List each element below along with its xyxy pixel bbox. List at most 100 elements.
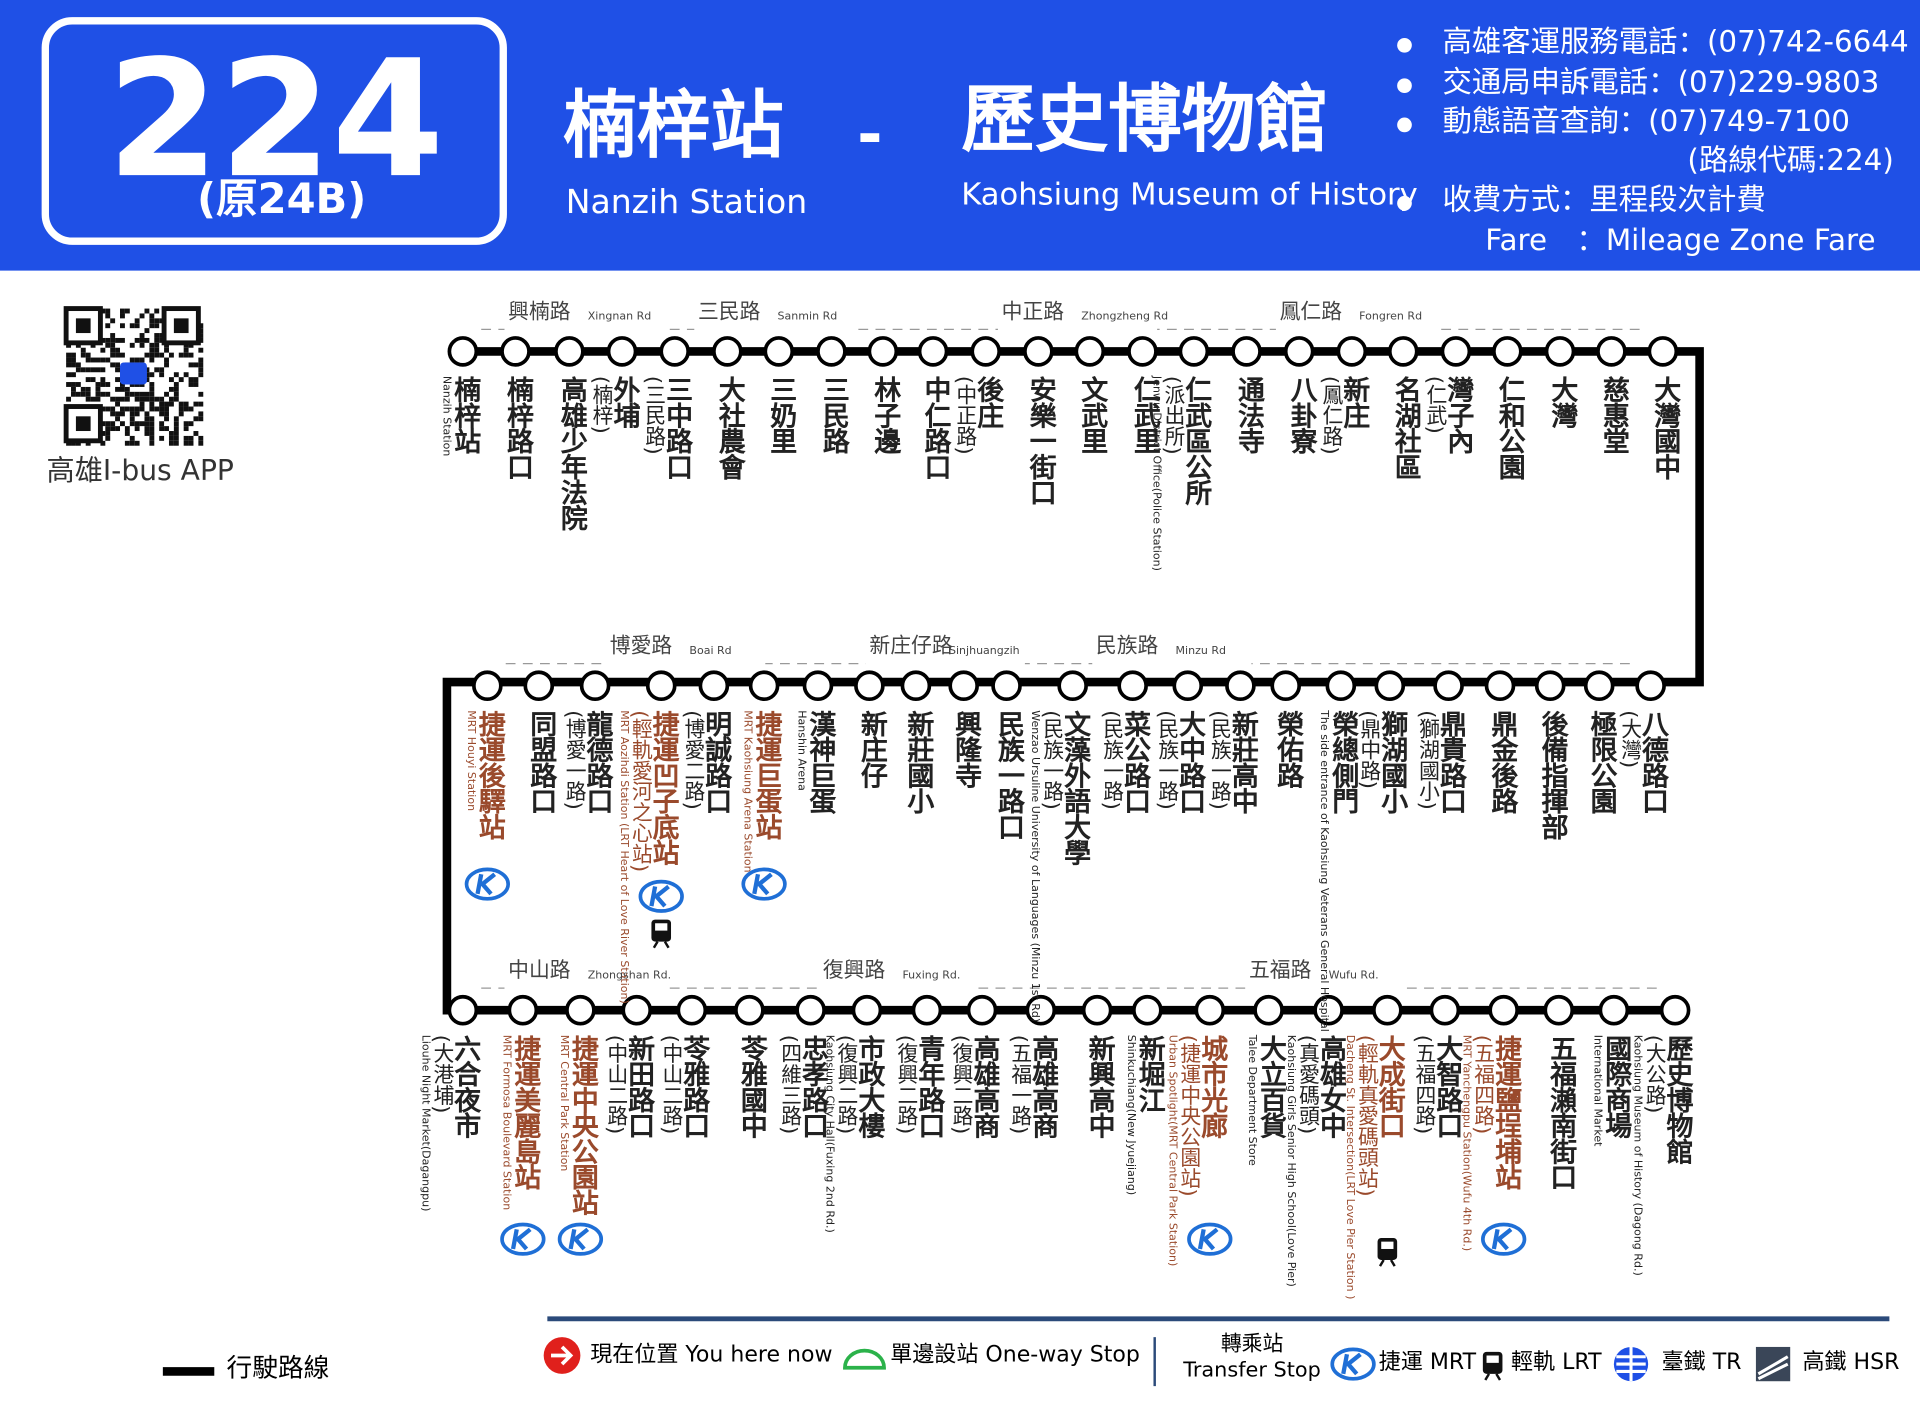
qr-cell xyxy=(80,352,86,358)
qr-cell xyxy=(198,367,204,373)
stop-sub: (大公路) xyxy=(1640,1034,1666,1114)
qr-cell xyxy=(198,401,204,407)
qr-cell xyxy=(124,440,130,446)
qr-cell xyxy=(139,337,145,343)
from-en: Nanzih Station xyxy=(565,183,808,222)
stop xyxy=(1534,670,1566,702)
stop xyxy=(763,336,795,367)
stop xyxy=(1025,994,1057,1026)
mrt-k xyxy=(1197,1227,1219,1251)
qr-cell xyxy=(159,372,165,378)
road-bg xyxy=(997,307,1158,335)
stop-name: 大智路口 xyxy=(1431,1034,1463,1138)
mrt-k xyxy=(752,872,773,896)
stop-sub: (民族一路) xyxy=(1098,710,1123,810)
stop-en: Talee Department Store xyxy=(1245,1034,1258,1166)
qr-cell xyxy=(120,386,125,392)
stop xyxy=(1372,994,1403,1026)
stop-label: 大立百貨 Talee Department Store xyxy=(1243,1034,1285,1166)
stop-en: Dacheng St. Intersection(LRT Love Pier S… xyxy=(1343,1034,1356,1300)
stop-label: 新田路口 (中山二路) xyxy=(602,1035,653,1138)
stop-en: MRT Central Park Station xyxy=(557,1034,570,1172)
stop xyxy=(1253,994,1284,1026)
road-name: 興楠路 xyxy=(508,300,571,325)
qr-cell xyxy=(95,391,101,397)
stop xyxy=(1313,994,1344,1026)
road-bg xyxy=(694,307,854,335)
qr-cell xyxy=(193,401,199,407)
here-arrow xyxy=(551,1345,574,1366)
qr-code xyxy=(63,306,204,446)
qr-cell xyxy=(124,308,130,314)
qr-cell xyxy=(168,386,174,392)
qr-cell xyxy=(139,406,145,412)
mrt-icon xyxy=(638,879,684,913)
qr-cell xyxy=(115,396,121,402)
stop-label: 三民路 xyxy=(817,375,849,454)
stop xyxy=(1433,670,1464,702)
lrt-window xyxy=(1381,1241,1394,1249)
qr-cell xyxy=(173,386,179,392)
qr-cell xyxy=(183,435,189,441)
stop-sub: (中正路) xyxy=(951,375,976,455)
stop-name: 三民路 xyxy=(817,375,849,454)
qr-cell xyxy=(144,411,150,417)
qr-finder xyxy=(63,404,103,444)
stop-name: 明誠路口 xyxy=(700,710,732,814)
stop-label: 民族一路口 xyxy=(993,710,1024,839)
info-line: Fare ：Mileage Zone Fare xyxy=(1485,222,1876,258)
stop xyxy=(507,994,539,1026)
mrt-k xyxy=(510,1227,532,1251)
qr-cell xyxy=(193,416,199,422)
mrt-icon xyxy=(741,867,787,901)
qr-cell xyxy=(154,318,160,324)
qr-cell xyxy=(134,323,140,329)
lrt-legs xyxy=(1378,1259,1396,1267)
mrt-icon xyxy=(500,1222,546,1256)
qr-cell xyxy=(66,382,72,387)
stop-label: 後庄 (中正路) xyxy=(951,375,1002,455)
qr-cell xyxy=(164,391,169,397)
qr-cell xyxy=(134,318,140,324)
legend-text: 轉乘站 xyxy=(1220,1332,1284,1357)
qr-cell xyxy=(124,386,130,392)
qr-cell xyxy=(198,435,204,441)
stop-label: 外埔 (楠梓) xyxy=(588,376,639,434)
qr-cell xyxy=(149,382,155,387)
stop xyxy=(1127,336,1158,367)
stop-en: Kaohsiung City Hall(Fuxing 2nd Rd.) xyxy=(822,1034,836,1233)
legend-text: 行駛路線 xyxy=(226,1353,330,1383)
stop-name: 名湖社區 xyxy=(1389,375,1421,479)
stop-label: 八德路口 (大灣) xyxy=(1616,710,1667,813)
stop xyxy=(734,994,765,1026)
stop-name: 文武里 xyxy=(1076,375,1107,454)
info-line: 收費方式：里程段次計費 xyxy=(1442,182,1766,217)
stop xyxy=(676,994,708,1026)
qr-cell xyxy=(139,421,145,427)
qr-cell xyxy=(90,367,96,373)
stop-name: 灣子內 xyxy=(1442,375,1474,454)
lrt-window xyxy=(655,923,668,931)
stop-label: 新堀江 Shinkuchiang(New Jyuejiang) xyxy=(1122,1035,1164,1195)
stop-en: MRT Kaohsiung Arena Station xyxy=(740,710,754,873)
qr-cell xyxy=(173,372,179,378)
qr-cell xyxy=(120,382,125,387)
qr-cell xyxy=(129,406,135,412)
stop xyxy=(1598,994,1630,1026)
stop-name: 忠孝路口 xyxy=(797,1034,828,1138)
route-number: 224 xyxy=(106,25,445,215)
stop-label: 龍德路口 (博愛一路) xyxy=(561,710,612,813)
qr-cell xyxy=(129,435,135,441)
qr-cell xyxy=(198,440,204,446)
qr-cell xyxy=(168,431,174,436)
stop-label: 大社農會 xyxy=(714,376,745,479)
stop xyxy=(1057,670,1088,702)
qr-cell xyxy=(164,411,169,417)
stop-name: 新莊國小 xyxy=(902,710,934,814)
stop xyxy=(1543,994,1575,1026)
stop-en: Jenwu District Office(Police Station) xyxy=(1149,375,1163,571)
road-name-en: Boai Rd xyxy=(689,645,732,658)
qr-cell xyxy=(178,406,184,412)
qr-cell xyxy=(164,347,169,353)
